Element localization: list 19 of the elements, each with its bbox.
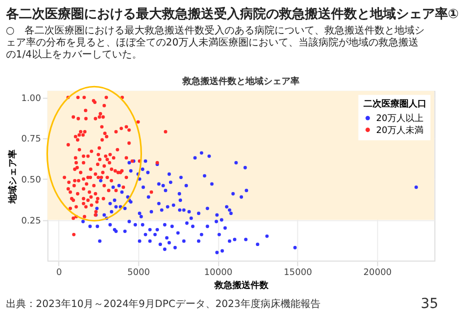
legend-label: 20万人以上 xyxy=(376,112,424,124)
y-tick-label: 0.75 xyxy=(21,134,41,145)
legend-label: 20万人未満 xyxy=(376,124,424,136)
x-tick-label: 5000 xyxy=(127,268,150,278)
x-tick-label: 20000 xyxy=(363,268,392,278)
chart-subtitle: ○ 各二次医療圏における最大救急搬送件数受入のある病院について、救急搬送件数と地域シェア率の分布を見ると、ほぼ全ての20万人未満医療圏において、当該病院が地域の救急搬送の1/4以上をカバーしていた。 xyxy=(6,24,425,60)
source-note: 出典：2023年10月～2024年9月DPCデータ、2023年度病床機能報告 xyxy=(6,298,320,310)
x-tick-label: 15000 xyxy=(284,268,312,278)
y-axis-title: 地域シェア率 xyxy=(7,149,18,204)
x-tick-label: 0 xyxy=(56,268,62,278)
y-tick-label: 0.50 xyxy=(21,175,42,186)
legend-title: 二次医療圏人口 xyxy=(363,98,426,110)
text: 救急搬送件数と地域シェア率 xyxy=(181,76,300,87)
text: 35 xyxy=(420,296,438,312)
x-tick-label: 10000 xyxy=(204,268,233,278)
x-axis-title: 救急搬送件数 xyxy=(213,280,270,291)
y-tick-label: 1.00 xyxy=(21,94,42,104)
y-tick-label: 0.25 xyxy=(21,216,41,226)
chart-title: 各二次医療圏における最大救急搬送受入病院の救急搬送件数と地域シェア率① xyxy=(4,6,459,22)
